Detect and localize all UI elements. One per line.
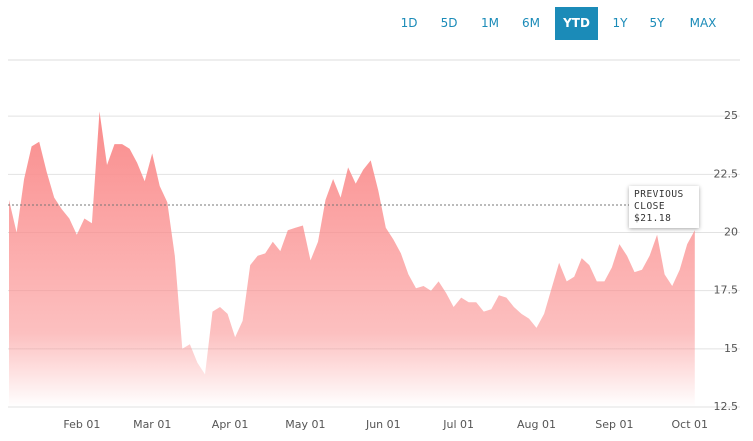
y-tick-label: 20 [724, 226, 738, 239]
annotation-value: $21.18 [634, 213, 672, 224]
range-button[interactable]: 1Y [612, 16, 628, 30]
range-button[interactable]: 5D [440, 16, 458, 30]
x-tick-label: Jul 01 [442, 418, 474, 431]
y-tick-label: 25 [724, 109, 738, 122]
y-tick-label: 17.5 [714, 284, 739, 297]
x-tick-label: Mar 01 [133, 418, 171, 431]
x-tick-label: Sep 01 [595, 418, 633, 431]
range-button[interactable]: 6M [522, 16, 540, 30]
price-area [9, 111, 695, 407]
previous-close-label: PREVIOUS CLOSE $21.18 [629, 186, 699, 228]
range-button[interactable]: MAX [689, 16, 717, 30]
x-tick-label: Feb 01 [63, 418, 100, 431]
x-tick-label: Apr 01 [212, 418, 249, 431]
x-tick-label: Jun 01 [365, 418, 401, 431]
range-button[interactable]: 1M [481, 16, 499, 30]
y-tick-label: 15 [724, 342, 738, 355]
x-tick-label: Oct 01 [672, 418, 709, 431]
x-tick-label: May 01 [285, 418, 325, 431]
range-button[interactable]: 5Y [649, 16, 665, 30]
y-tick-label: 12.5 [714, 400, 739, 413]
range-button[interactable]: 1D [400, 16, 418, 30]
x-tick-label: Aug 01 [517, 418, 556, 431]
annotation-label: PREVIOUS CLOSE [634, 189, 684, 212]
range-button[interactable]: YTD [555, 7, 598, 40]
y-tick-label: 22.5 [714, 167, 739, 180]
